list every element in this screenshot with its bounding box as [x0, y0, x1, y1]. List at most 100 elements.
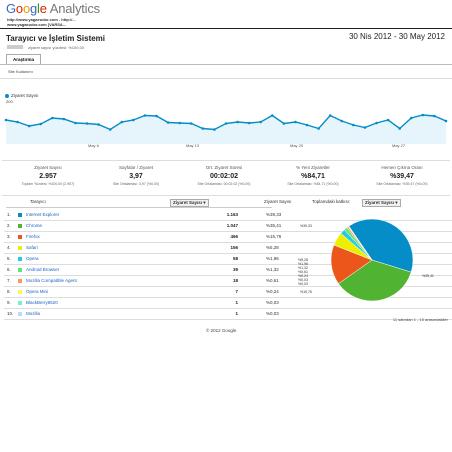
- metric-value: 00:02:02: [209, 173, 239, 180]
- data-point: [259, 120, 263, 124]
- series-color-swatch[interactable]: [18, 312, 22, 316]
- visits-percent: %0,24: [266, 289, 279, 294]
- pie-slice: [348, 218, 414, 273]
- data-point: [213, 128, 216, 131]
- data-point: [4, 118, 8, 122]
- report-subtitle: ziyaret sayısı yüzdesi: %100,00: [28, 45, 85, 50]
- browser-link[interactable]: Chrome: [26, 223, 43, 228]
- legend-label: Ziyaret Sayısı: [11, 93, 39, 98]
- series-color-swatch[interactable]: [18, 213, 22, 217]
- data-point: [155, 114, 158, 118]
- table-row[interactable]: 10. Mozilla 1 %0,03: [4, 308, 279, 319]
- series-color-swatch[interactable]: [18, 224, 22, 228]
- data-point: [444, 119, 448, 123]
- table-row[interactable]: 4. Safari 156 %5,28: [4, 242, 279, 253]
- column-header-browser[interactable]: Tarayıcı: [30, 199, 46, 204]
- browser-link[interactable]: Safari: [26, 245, 38, 250]
- tab-divider: [0, 64, 452, 65]
- subtab-site-usage[interactable]: Site Kullanımı: [8, 69, 33, 74]
- table-row[interactable]: 1. Internet Explorer 1.163 %39,33: [4, 209, 281, 220]
- browser-link[interactable]: Opera Mini: [26, 289, 49, 294]
- browser-link[interactable]: Mozilla: [26, 311, 41, 316]
- data-point: [363, 126, 367, 129]
- date-range[interactable]: 30 Nis 2012 - 30 May 2012: [348, 32, 445, 41]
- visits-percent: %0,03: [266, 311, 279, 316]
- data-point: [247, 121, 251, 125]
- segment-icon: [7, 45, 23, 49]
- data-point: [39, 122, 43, 126]
- chevron-down-icon: ▾: [203, 200, 206, 205]
- browser-link[interactable]: Firefox: [26, 234, 40, 239]
- header-divider: [0, 28, 452, 29]
- contribution-label: Toplamdaki katkısı:: [312, 199, 351, 204]
- metric-sub: Site Ortalaması: %39,47 (%0,00): [376, 182, 428, 186]
- visits-value: 466: [230, 234, 238, 239]
- browser-link[interactable]: Mozilla Compatible Agent: [26, 278, 77, 283]
- metric-visits: Ziyaret Sayısı 2.957 Toplam Yüzdesi: %10…: [4, 161, 92, 195]
- row-number: 2.: [7, 223, 11, 228]
- contribution-select[interactable]: Ziyaret Sayısı ▾: [362, 199, 401, 207]
- metric-sub: Toplam Yüzdesi: %100,00 (2.957): [21, 182, 75, 186]
- table-row[interactable]: 5. Opera 58 %1,96: [4, 253, 279, 264]
- series-color-swatch[interactable]: [18, 246, 22, 250]
- browser-link[interactable]: Opera: [26, 256, 39, 261]
- metric-select[interactable]: Ziyaret Sayısı ▾: [170, 199, 209, 207]
- metric-title: Sayfalar / Ziyaret: [118, 165, 153, 170]
- data-point: [189, 122, 193, 125]
- metric-sub: Site Ortalaması: 3,97 (%0,00): [112, 182, 160, 186]
- series-color-swatch[interactable]: [18, 279, 22, 283]
- data-point: [178, 121, 181, 125]
- table-row[interactable]: 2. Chrome 1.047 %35,41: [4, 220, 281, 231]
- metric-new-visits: % Yeni Ziyaretler %84,71 Site Ortalaması…: [269, 161, 357, 195]
- metric-avg-duration: Ort. Ziyaret Süresi 00:02:02 Site Ortala…: [180, 161, 268, 195]
- table-divider: [6, 207, 272, 208]
- pie-label: %0,61: [298, 270, 308, 274]
- pie-label: %1,32: [298, 266, 308, 270]
- series-color-swatch[interactable]: [18, 290, 22, 294]
- contribution-dropdown[interactable]: Ziyaret Sayısı ▾: [362, 199, 401, 207]
- row-divider: [4, 308, 452, 309]
- report-title: Tarayıcı ve İşletim Sistemi: [6, 34, 106, 43]
- metric-dropdown[interactable]: Ziyaret Sayısı ▾: [170, 199, 209, 207]
- series-color-swatch[interactable]: [18, 257, 22, 261]
- row-divider: [4, 319, 452, 320]
- row-divider: [4, 231, 452, 232]
- metric-value: 2.957: [39, 173, 57, 180]
- browser-link[interactable]: Internet Explorer: [26, 212, 60, 217]
- column-header-visits[interactable]: Ziyaret Sayısı: [264, 199, 292, 204]
- row-number: 9.: [7, 300, 11, 305]
- pie-label: %39,33: [300, 224, 312, 228]
- x-label: May 6: [88, 143, 99, 148]
- table-row[interactable]: 3. Firefox 466 %15,76: [4, 231, 281, 242]
- table-row[interactable]: 7. Mozilla Compatible Agent 18 %0,61: [4, 275, 279, 286]
- table-row[interactable]: 8. Opera Mini 7 %0,24: [4, 286, 279, 297]
- row-divider: [4, 286, 452, 287]
- browser-link[interactable]: BlackBerry8520: [26, 300, 58, 305]
- visits-value: 58: [232, 256, 238, 261]
- metric-value: %39,47: [390, 173, 414, 180]
- data-point: [433, 114, 436, 118]
- chevron-down-icon: ▾: [395, 200, 398, 205]
- browser-link[interactable]: Android Browser: [26, 267, 60, 272]
- visits-value: 7: [235, 289, 238, 294]
- table-row[interactable]: 6. Android Browser 39 %1,32: [4, 264, 279, 275]
- metric-dropdown-label: Ziyaret Sayısı: [173, 200, 203, 205]
- data-point: [317, 127, 320, 130]
- pie-slice: [348, 225, 373, 261]
- row-number: 6.: [7, 267, 11, 272]
- series-color-swatch[interactable]: [18, 235, 22, 239]
- metric-sub: Site Ortalaması: %84,71 (%0,00): [287, 182, 339, 186]
- series-color-swatch[interactable]: [18, 301, 22, 305]
- visits-value: 156: [230, 245, 238, 250]
- data-point: [97, 123, 100, 126]
- data-point: [27, 124, 31, 128]
- data-point: [120, 120, 124, 124]
- visits-percent: %5,28: [266, 245, 279, 250]
- row-number: 3.: [7, 234, 11, 239]
- table-row[interactable]: 9. BlackBerry8520 1 %0,03: [4, 297, 279, 308]
- series-color-swatch[interactable]: [18, 268, 22, 272]
- visits-value: 18: [232, 278, 238, 283]
- logo-google: Google: [6, 1, 47, 16]
- metric-bounce-rate: Hemen Çıkma Oranı %39,47 Site Ortalaması…: [358, 161, 446, 195]
- tab-explorer[interactable]: Araştırma: [6, 54, 41, 65]
